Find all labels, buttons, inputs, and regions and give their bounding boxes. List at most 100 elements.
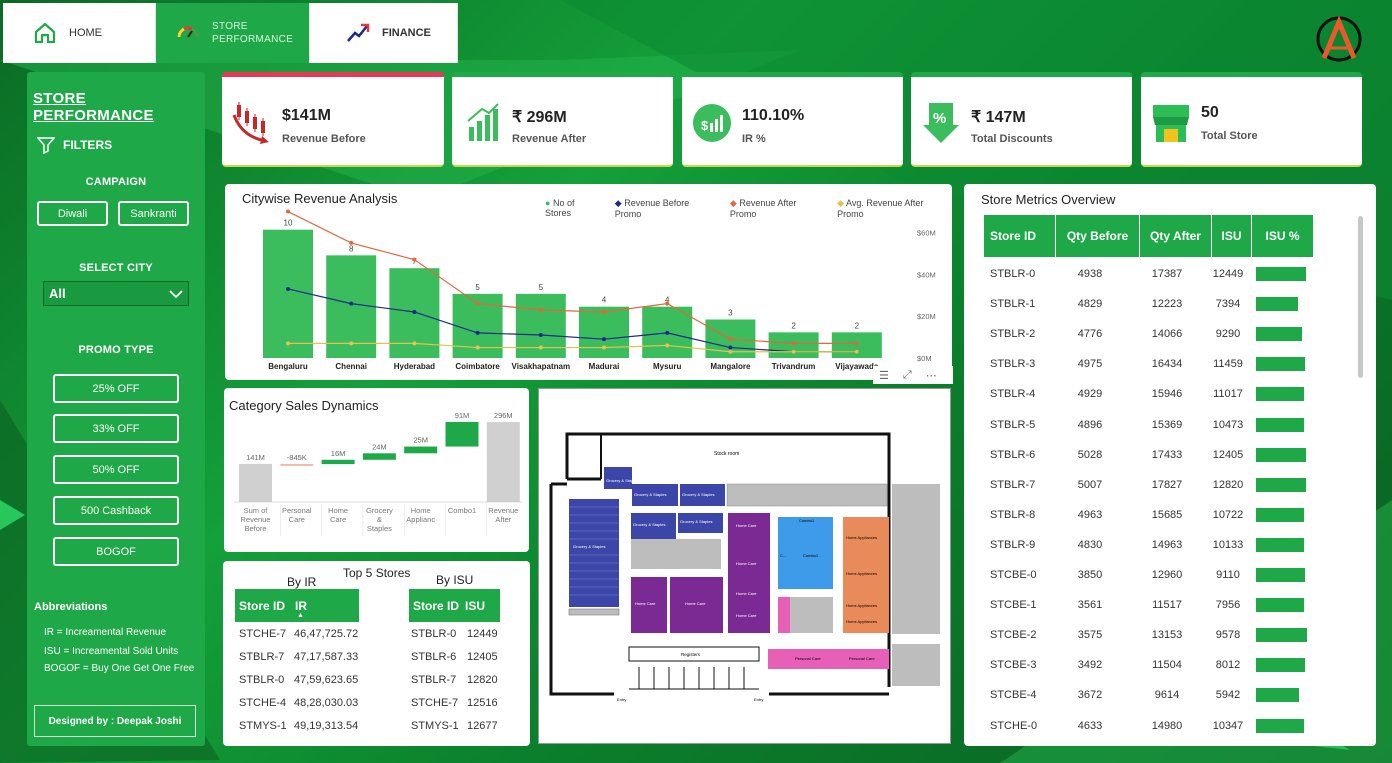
top5-isu-row[interactable]: STCHE-7 12516 bbox=[411, 697, 507, 709]
kpi-label: Revenue Before bbox=[282, 133, 366, 145]
store-id-cell: STBLR-0 bbox=[239, 674, 285, 686]
grocery-section bbox=[604, 467, 632, 489]
bar-data-label: 5 bbox=[475, 283, 480, 292]
home-care-label: Home Care bbox=[635, 601, 656, 606]
promo-bogof-button[interactable]: BOGOF bbox=[53, 537, 179, 566]
table-row[interactable]: STBLR-7 5007 17827 12820 bbox=[984, 470, 1314, 500]
vertical-scrollbar[interactable] bbox=[1358, 216, 1363, 378]
top5-ir-row[interactable]: STCHE-7 46,47,725.72 bbox=[239, 628, 374, 640]
bar-data-label: 5 bbox=[539, 283, 544, 292]
city-select[interactable]: All bbox=[43, 281, 189, 306]
grocery-section bbox=[632, 484, 678, 506]
column-header[interactable]: Qty After bbox=[1140, 215, 1212, 257]
legend-label: Revenue After Promo bbox=[729, 198, 797, 219]
x-tick-label: Before bbox=[244, 524, 266, 533]
table-row[interactable]: STCBE-3 3492 11504 8012 bbox=[984, 650, 1314, 680]
store-id-cell: STBLR-0 bbox=[990, 268, 1036, 280]
column-header[interactable]: Qty Before bbox=[1056, 215, 1140, 257]
home-appliances-label: Home Appliances bbox=[846, 571, 877, 576]
kpi-label: Total Discounts bbox=[971, 133, 1053, 145]
isu-value-cell: 12449 bbox=[467, 628, 498, 640]
top5-ir-row[interactable]: STMYS-1 49,19,313.54 bbox=[239, 720, 374, 732]
citywise-chart-card: Citywise Revenue Analysis ● No of Stores… bbox=[225, 184, 952, 380]
waterfall-bar bbox=[321, 459, 355, 465]
grocery-aisle-lines bbox=[569, 506, 619, 596]
table-row[interactable]: STBLR-1 4829 12223 7394 bbox=[984, 289, 1314, 319]
bar bbox=[263, 229, 313, 358]
focus-mode-icon[interactable]: ⤢ bbox=[902, 368, 912, 381]
bar-data-label: 8 bbox=[349, 244, 354, 253]
table-row[interactable]: STCBE-1 3561 11517 7956 bbox=[984, 590, 1314, 620]
home-icon bbox=[34, 22, 56, 44]
bar-data-label: 2 bbox=[791, 321, 796, 330]
table-row[interactable]: STBLR-3 4975 16434 11459 bbox=[984, 349, 1314, 379]
series-point bbox=[349, 301, 354, 306]
nav-finance[interactable]: FINANCE bbox=[310, 3, 458, 63]
column-header[interactable]: Store ID bbox=[984, 215, 1056, 257]
nav-finance-label: FINANCE bbox=[382, 27, 431, 39]
top5-ir-row[interactable]: STBLR-0 47,59,623.65 bbox=[239, 674, 374, 686]
x-tick-label: Sum of bbox=[244, 506, 269, 515]
table-row[interactable]: STCBE-4 3672 9614 5942 bbox=[984, 680, 1314, 710]
column-header[interactable]: ISU bbox=[465, 598, 486, 613]
top5-ir-row[interactable]: STBLR-7 47,17,587.33 bbox=[239, 651, 374, 663]
series-point bbox=[412, 257, 417, 262]
table-row[interactable]: STBLR-5 4896 15369 10473 bbox=[984, 410, 1314, 440]
isu-percent-cell bbox=[1248, 357, 1308, 372]
table-row[interactable]: STCHE-0 4633 14980 10347 bbox=[984, 711, 1314, 741]
registers bbox=[628, 646, 760, 662]
shelf bbox=[892, 484, 940, 634]
promo-33-off-button[interactable]: 33% OFF bbox=[53, 414, 179, 443]
designed-by: Designed by : Deepak Joshi bbox=[34, 705, 196, 737]
x-tick-label: Coimbatore bbox=[455, 362, 500, 371]
column-header[interactable]: ISU bbox=[1212, 215, 1252, 257]
table-row[interactable]: STCBE-0 3850 12960 9110 bbox=[984, 560, 1314, 590]
top5-ir-row[interactable]: STCHE-4 48,28,030.03 bbox=[239, 697, 374, 709]
campaign-diwali-button[interactable]: Diwali bbox=[37, 201, 108, 226]
series-line bbox=[287, 211, 857, 344]
table-row[interactable]: STBLR-9 4830 14963 10133 bbox=[984, 530, 1314, 560]
chart-legend: ● No of Stores ◆ Revenue Before Promo ◆ … bbox=[545, 198, 952, 219]
top5-isu-row[interactable]: STBLR-6 12405 bbox=[411, 651, 507, 663]
nav-store-performance[interactable]: STORE PERFORMANCE bbox=[156, 3, 310, 63]
table-row[interactable]: STBLR-6 5028 17433 12405 bbox=[984, 440, 1314, 470]
qty-before-cell: 3672 bbox=[1077, 689, 1103, 702]
isu-cell: 9578 bbox=[1215, 629, 1241, 642]
table-row[interactable]: STBLR-0 4938 17387 12449 bbox=[984, 259, 1314, 289]
x-tick-label: After bbox=[495, 515, 511, 524]
legend-label: Avg. Revenue After Promo bbox=[837, 198, 924, 219]
isu-percent-cell bbox=[1248, 598, 1308, 613]
series-point bbox=[665, 330, 670, 335]
column-header[interactable]: IR ▲ bbox=[291, 599, 307, 619]
isu-percent-bar bbox=[1256, 297, 1298, 312]
kpi-label: Revenue After bbox=[512, 133, 587, 145]
table-row[interactable]: STCBE-2 3575 13153 9578 bbox=[984, 620, 1314, 650]
table-row[interactable]: STBLR-4 4929 15946 11017 bbox=[984, 379, 1314, 409]
top5-isu-row[interactable]: STMYS-1 12677 bbox=[411, 720, 507, 732]
campaign-sankranti-button[interactable]: Sankranti bbox=[118, 201, 189, 226]
column-header[interactable]: Store ID bbox=[239, 598, 286, 613]
store-id-cell: STMYS-1 bbox=[411, 720, 459, 732]
promo-25-off-button[interactable]: 25% OFF bbox=[53, 374, 179, 403]
table-row[interactable]: STBLR-2 4776 14066 9290 bbox=[984, 319, 1314, 349]
filter-lines-icon[interactable]: ☰ bbox=[879, 369, 889, 382]
home-care-label: Home Care bbox=[736, 591, 757, 596]
qty-before-cell: 5007 bbox=[1077, 478, 1103, 491]
legend-item: ● No of Stores bbox=[545, 198, 575, 218]
top5-isu-row[interactable]: STBLR-0 12449 bbox=[411, 628, 507, 640]
isu-cell: 7956 bbox=[1215, 599, 1241, 612]
store-id-cell: STBLR-5 bbox=[990, 418, 1036, 431]
column-header[interactable]: ISU % bbox=[1252, 215, 1314, 257]
table-row[interactable]: STBLR-8 4963 15685 10722 bbox=[984, 500, 1314, 530]
promo-50-off-button[interactable]: 50% OFF bbox=[53, 455, 179, 484]
more-options-icon[interactable]: ⋯ bbox=[925, 369, 937, 382]
column-header[interactable]: Store ID bbox=[413, 598, 460, 613]
home-care-label: Home Care bbox=[736, 613, 757, 618]
isu-percent-cell bbox=[1248, 537, 1308, 552]
top5-isu-row[interactable]: STBLR-7 12820 bbox=[411, 674, 507, 686]
category-chart-title: Category Sales Dynamics bbox=[229, 398, 379, 413]
nav-home[interactable]: HOME bbox=[3, 3, 156, 63]
promo-500-cashback-button[interactable]: 500 Cashback bbox=[53, 496, 179, 525]
isu-percent-cell bbox=[1248, 568, 1308, 582]
